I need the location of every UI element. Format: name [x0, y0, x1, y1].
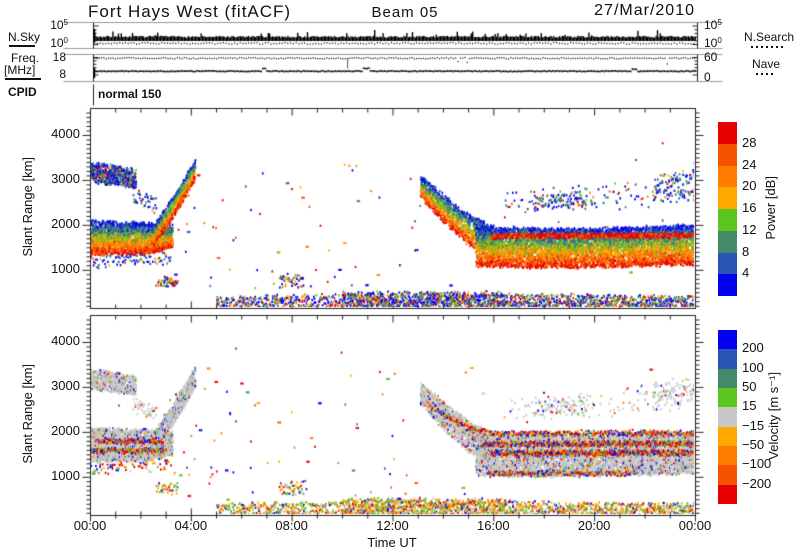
- power-colorbar-segment: [718, 143, 737, 166]
- noise-ytick-top-right: 105: [704, 18, 722, 32]
- nsky-linestyle-key: [9, 45, 35, 47]
- nsearch-linestyle-key: [751, 46, 785, 48]
- power-colorbar: [718, 122, 737, 296]
- velocity-ytick-2000: 2000: [51, 422, 80, 438]
- velocity-colorbar-segment: [718, 368, 737, 388]
- velocity-ytick-4000: 4000: [51, 332, 80, 348]
- nsky-label: N.Sky: [8, 30, 41, 44]
- velocity-cbar-label-15: 15: [742, 398, 757, 414]
- freq-label-line1: Freq.: [11, 51, 40, 65]
- power-colorbar-segment: [718, 209, 737, 231]
- noise-ytick-top-left: 105: [50, 18, 68, 32]
- nave-linestyle-key: [756, 73, 774, 75]
- freq-label-line2: [MHz]: [4, 63, 36, 77]
- nave-ytick-top-right: 60: [704, 50, 718, 64]
- velocity-colorbar-segment: [718, 465, 737, 485]
- velocity-colorbar-segment: [718, 445, 737, 466]
- nsearch-label: N.Search: [744, 30, 795, 44]
- velocity-colorbar-segment: [718, 407, 737, 427]
- power-colorbar-segment: [718, 230, 737, 253]
- power-ytick-4000: 4000: [51, 125, 80, 141]
- xtick-20:00: 20:00: [577, 518, 611, 533]
- power-ytick-2000: 2000: [51, 215, 80, 231]
- page-title: Fort Hays West (fitACF): [88, 2, 292, 21]
- velocity-colorbar-segment: [718, 387, 737, 408]
- freq-ytick-top-left: 18: [52, 50, 66, 64]
- power-ytick-3000: 3000: [51, 170, 80, 186]
- velocity-cbar-label-100: 100: [742, 359, 764, 375]
- cpid-label: CPID: [8, 85, 37, 99]
- date-label: 27/Mar/2010: [594, 2, 695, 19]
- power-colorbar-segment: [718, 187, 737, 209]
- beam-label: Beam 05: [371, 4, 439, 21]
- nave-ytick-bottom-right: 0: [704, 70, 711, 84]
- xtick-08:00: 08:00: [275, 518, 308, 533]
- xtick-00:00: 00:00: [73, 518, 107, 533]
- velocity-cbar-label-−200: −200: [742, 475, 772, 491]
- velocity-cbar-label-200: 200: [742, 340, 764, 356]
- velocity-colorbar-segment: [718, 484, 737, 504]
- power-ytick-1000: 1000: [51, 260, 80, 276]
- velocity-colorbar-segment: [718, 330, 737, 350]
- xtick-00:00: 00:00: [678, 518, 712, 533]
- xaxis-title: Time UT: [367, 535, 417, 550]
- xtick-12:00: 12:00: [376, 518, 409, 533]
- velocity-colorbar-segment: [718, 349, 737, 369]
- power-colorbar-segment: [718, 252, 737, 275]
- power-cbar-label-8: 8: [742, 243, 750, 259]
- freq-ytick-bottom-left: 8: [59, 67, 66, 81]
- freq-linestyle-key: [5, 78, 41, 80]
- velocity-colorbar-segment: [718, 426, 737, 446]
- power-colorbar-segment: [718, 274, 737, 296]
- xtick-04:00: 04:00: [174, 518, 208, 533]
- power-cbar-label-16: 16: [742, 200, 757, 215]
- velocity-cbar-label-50: 50: [742, 379, 757, 394]
- velocity-colorbar-title: Velocity [m s⁻¹]: [766, 371, 782, 460]
- power-cbar-label-28: 28: [742, 134, 757, 150]
- velocity-yaxis-title: Slant Range [km]: [20, 363, 36, 464]
- nave-label: Nave: [752, 57, 781, 71]
- power-colorbar-segment: [718, 165, 737, 188]
- velocity-ytick-3000: 3000: [51, 377, 80, 393]
- velocity-cbar-label-−15: −15: [742, 417, 765, 433]
- velocity-ytick-1000: 1000: [51, 467, 80, 483]
- power-cbar-label-24: 24: [742, 156, 757, 172]
- power-cbar-label-4: 4: [742, 265, 750, 281]
- cpid-value: normal 150: [98, 87, 162, 101]
- velocity-colorbar: [718, 330, 737, 504]
- power-cbar-label-12: 12: [742, 221, 757, 237]
- noise-ytick-bottom-left: 100: [50, 36, 68, 50]
- power-colorbar-segment: [718, 122, 737, 144]
- power-yaxis-title: Slant Range [km]: [20, 156, 36, 257]
- power-cbar-label-20: 20: [742, 178, 757, 194]
- velocity-cbar-label-−50: −50: [742, 437, 765, 452]
- velocity-cbar-label-−100: −100: [742, 456, 772, 472]
- noise-ytick-bottom-right: 100: [704, 36, 722, 50]
- xtick-16:00: 16:00: [477, 518, 510, 533]
- power-colorbar-title: Power [dB]: [763, 176, 779, 240]
